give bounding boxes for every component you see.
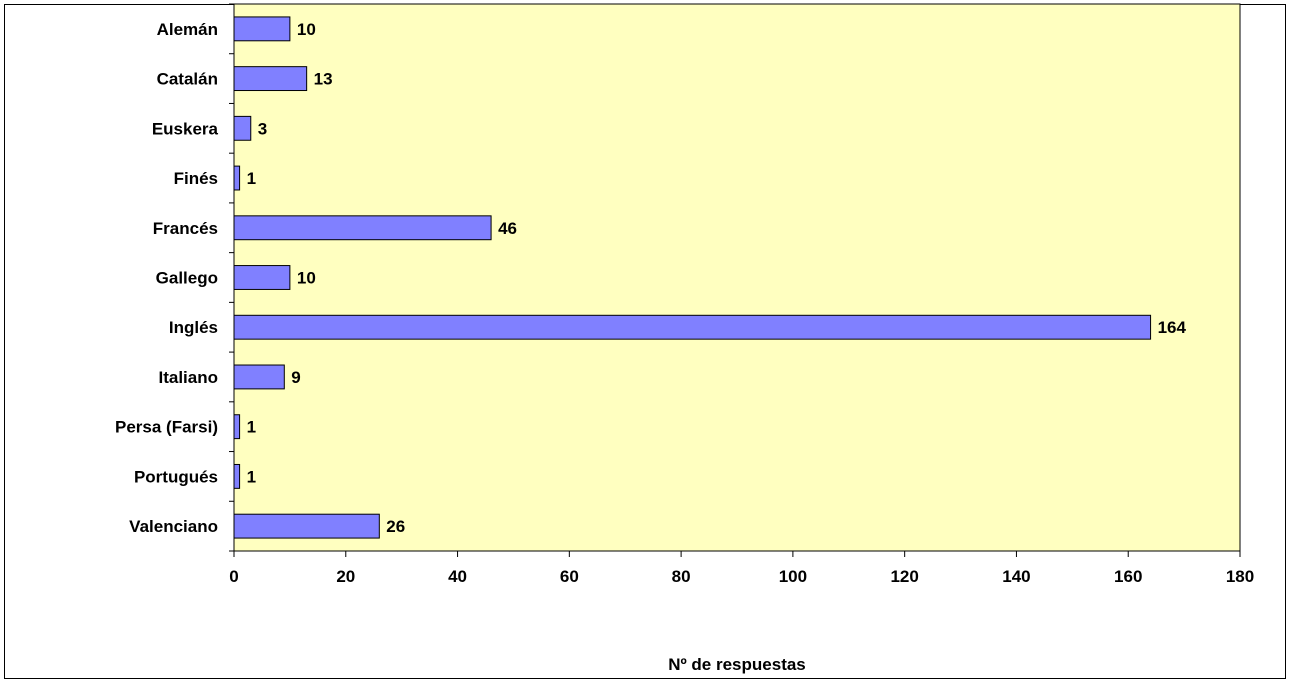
data-label-8: 1 <box>247 418 256 437</box>
data-label-3: 1 <box>247 169 256 188</box>
bar-2 <box>233 115 252 141</box>
data-label-7: 9 <box>291 368 300 387</box>
x-tick-label-5: 100 <box>779 567 807 586</box>
bar-6 <box>233 314 1152 340</box>
plot-area <box>233 3 1241 552</box>
data-label-2: 3 <box>258 119 267 138</box>
category-label-4: Francés <box>153 219 218 238</box>
x-tick-label-9: 180 <box>1226 567 1254 586</box>
category-label-0: Alemán <box>157 20 218 39</box>
bar-5 <box>233 265 291 290</box>
bar-7 <box>233 364 285 390</box>
x-tick-label-3: 60 <box>560 567 579 586</box>
bar-8 <box>233 414 241 440</box>
data-label-1: 13 <box>314 70 333 89</box>
category-label-8: Persa (Farsi) <box>115 418 218 437</box>
data-label-6: 164 <box>1158 318 1187 337</box>
axes-layer <box>229 3 1241 557</box>
category-label-3: Finés <box>174 169 218 188</box>
data-label-4: 46 <box>498 219 517 238</box>
x-tick-label-2: 40 <box>448 567 467 586</box>
x-axis-title: Nº de respuestas <box>668 655 806 674</box>
bar-9 <box>233 463 241 489</box>
x-tick-label-8: 160 <box>1114 567 1142 586</box>
category-label-1: Catalán <box>157 70 218 89</box>
x-tick-label-0: 0 <box>229 567 238 586</box>
category-label-7: Italiano <box>158 368 218 387</box>
data-label-5: 10 <box>297 269 316 288</box>
bar-3 <box>233 165 241 191</box>
x-tick-label-1: 20 <box>336 567 355 586</box>
category-label-6: Inglés <box>169 318 218 337</box>
data-label-9: 1 <box>247 467 256 486</box>
category-label-9: Portugués <box>134 467 218 486</box>
x-tick-label-6: 120 <box>890 567 918 586</box>
category-label-2: Euskera <box>152 119 219 138</box>
bar-0 <box>233 16 291 42</box>
bar-4 <box>233 215 492 241</box>
data-label-0: 10 <box>297 20 316 39</box>
bar-10 <box>233 513 380 539</box>
category-label-10: Valenciano <box>129 517 218 536</box>
x-tick-label-4: 80 <box>672 567 691 586</box>
data-label-10: 26 <box>386 517 405 536</box>
bar-1 <box>233 66 308 92</box>
x-tick-label-7: 140 <box>1002 567 1030 586</box>
category-label-5: Gallego <box>156 269 218 288</box>
